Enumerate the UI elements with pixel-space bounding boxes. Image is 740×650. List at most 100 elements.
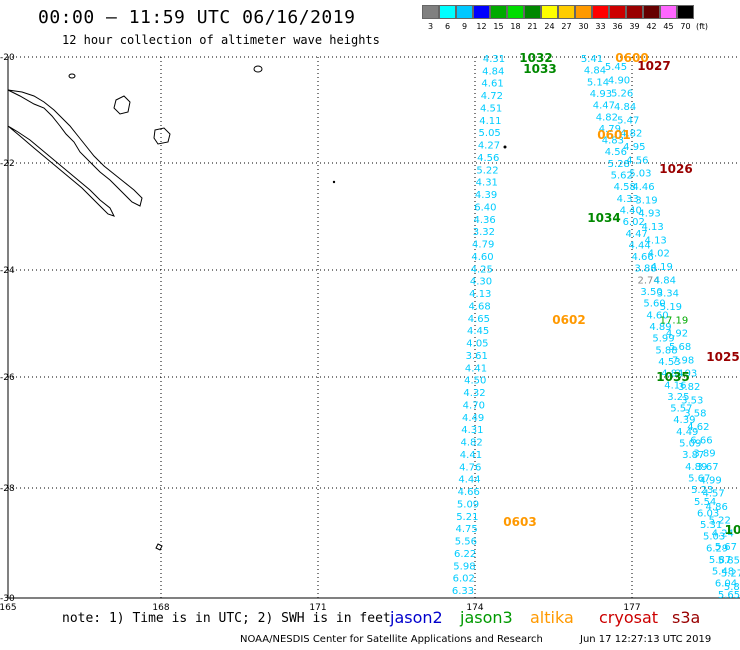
track-b-value: 3.25 xyxy=(667,392,689,403)
legend-label: 3 xyxy=(427,22,434,31)
island-norfolk xyxy=(155,543,163,551)
legend-label: 15 xyxy=(493,22,504,31)
track-a-value: 6.40 xyxy=(474,202,496,213)
legend-label: 18 xyxy=(510,22,521,31)
track-b-value: 5.60 xyxy=(643,299,665,310)
legend-label: 30 xyxy=(578,22,589,31)
track-a-value: 4.39 xyxy=(475,190,497,201)
track-b-value: 4.49 xyxy=(676,427,698,438)
track-a-value: 4.11 xyxy=(479,116,501,127)
track-a-value: 6.22 xyxy=(454,549,476,560)
track-a-value: 4.31 xyxy=(483,54,505,65)
track-b-value: 4.39 xyxy=(673,415,695,426)
track-b-value: 4.84 xyxy=(661,369,683,380)
legend-label: 70 xyxy=(680,22,691,31)
legend-label: 24 xyxy=(544,22,555,31)
legend-unit: (ft) xyxy=(696,22,709,31)
track-b-value: 5.14 xyxy=(587,77,609,88)
track-a-value: 4.27 xyxy=(478,141,500,152)
track-a-value: 5.09 xyxy=(457,499,479,510)
pass-time-label: 0602 xyxy=(552,313,585,327)
track-a-value: 4.41 xyxy=(460,450,482,461)
track-c-value: 3.34 xyxy=(657,289,679,300)
track-a-value: 4.72 xyxy=(481,91,503,102)
track-a-value: 4.66 xyxy=(458,487,480,498)
island-small xyxy=(68,73,76,79)
track-b-value: 3.50 xyxy=(640,287,662,298)
legend-labels: 3 6 9 12 15 18 21 24 27 30 33 36 39 42 45 70 (ft) xyxy=(422,22,708,31)
pass-time-label: 1035 xyxy=(656,370,689,384)
lon-label: 168 xyxy=(152,603,169,613)
track-c-value: 3.93 xyxy=(675,369,697,380)
satellite-jason3: jason3 xyxy=(460,608,513,627)
track-c-value: 4.90 xyxy=(608,75,630,86)
track-a-value: 3.61 xyxy=(466,351,488,362)
track-b-value: 4.44 xyxy=(629,240,651,251)
track-b-value: 6.29 xyxy=(706,543,728,554)
track-a-value: 3.32 xyxy=(473,227,495,238)
track-c-value: 5.85 xyxy=(724,582,740,593)
track-a-value: 4.41 xyxy=(465,363,487,374)
track-b-value: 4.47 xyxy=(626,229,648,240)
track-c-value: 4.62 xyxy=(687,422,709,433)
track-a-value: 5.56 xyxy=(455,537,477,548)
track-a-value: 6.33 xyxy=(452,586,474,597)
legend-label: 33 xyxy=(595,22,606,31)
track-c-value: 4.46 xyxy=(632,182,654,193)
track-b-value: 4.93 xyxy=(590,89,612,100)
legend-swatch xyxy=(422,5,439,19)
track-c-value: 4.56 xyxy=(626,155,648,166)
satellite-cryosat: cryosat xyxy=(599,608,659,627)
track-a-value: 5.22 xyxy=(476,165,498,176)
track-b-value: 4.58 xyxy=(614,182,636,193)
legend-swatch xyxy=(473,5,490,19)
lon-label: 177 xyxy=(623,603,640,613)
legend-label: 21 xyxy=(527,22,538,31)
track-b-value: 5.31 xyxy=(700,520,722,531)
track-c-value: 4.02 xyxy=(648,249,670,260)
track-a-value: 4.82 xyxy=(461,438,483,449)
track-a-value: 4.30 xyxy=(470,277,492,288)
track-c-value: 4.95 xyxy=(623,142,645,153)
track-c-value: 7.98 xyxy=(672,355,694,366)
track-c-value: 4.84 xyxy=(654,275,676,286)
track-a-value: 4.13 xyxy=(469,289,491,300)
track-b-value: 5.28 xyxy=(608,159,630,170)
track-a-value: 5.05 xyxy=(479,128,501,139)
track-b-value: 4.56 xyxy=(605,147,627,158)
island-mare xyxy=(153,127,171,145)
track-a-value: 4.36 xyxy=(473,215,495,226)
track-b-value: 5.88 xyxy=(655,345,677,356)
track-c-value: 3.19 xyxy=(635,195,657,206)
track-b-value: 3.88 xyxy=(634,264,656,275)
track-b-value: 5.62 xyxy=(611,171,633,182)
lon-label: 174 xyxy=(466,603,483,613)
island-dot xyxy=(332,180,336,184)
track-c-value: 3.89 xyxy=(693,449,715,460)
track-b-value: 4.84 xyxy=(584,66,606,77)
legend-swatch xyxy=(541,5,558,19)
track-a-value: 4.68 xyxy=(468,301,490,312)
legend-label: 12 xyxy=(476,22,487,31)
track-c-value: 5.45 xyxy=(605,62,627,73)
legend-label: 9 xyxy=(461,22,468,31)
track-b-value: 4.79 xyxy=(599,124,621,135)
legend-label: 6 xyxy=(444,22,451,31)
lat-label: -22 xyxy=(0,159,15,169)
track-c-value: 5.19 xyxy=(660,302,682,313)
track-c-value: 3.82 xyxy=(678,382,700,393)
satellite-altika: altika xyxy=(530,608,574,627)
color-legend: 3 6 9 12 15 18 21 24 27 30 33 36 39 42 45 70 (ft) xyxy=(422,5,708,31)
track-c-value: 5.03 xyxy=(629,169,651,180)
track-a-value: 4.25 xyxy=(471,264,493,275)
pass-time-label: 1027 xyxy=(637,59,670,73)
lon-label: 165 xyxy=(0,603,17,613)
track-c-value: 4.92 xyxy=(666,329,688,340)
legend-label: 45 xyxy=(663,22,674,31)
track-c-value: 4.13 xyxy=(641,222,663,233)
legend-label: 27 xyxy=(561,22,572,31)
track-c-value: 4.82 xyxy=(620,129,642,140)
track-b-value: 6.02 xyxy=(623,217,645,228)
track-a-value: 6.02 xyxy=(453,574,475,585)
track-b-value: 5.99 xyxy=(652,334,674,345)
